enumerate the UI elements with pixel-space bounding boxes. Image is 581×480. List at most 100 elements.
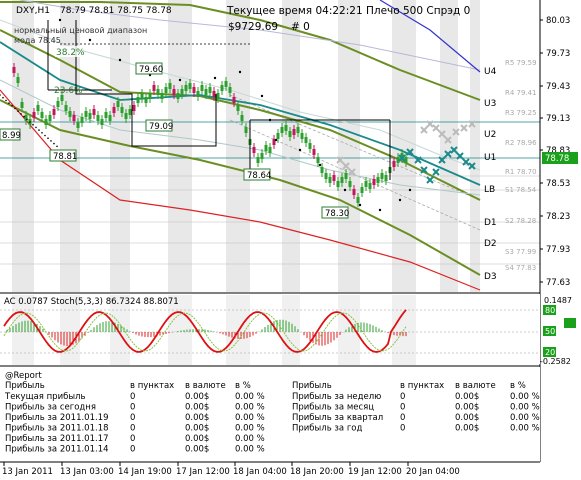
report-row-cell: Прибыль за месяц xyxy=(292,403,374,413)
svg-text:R4 79.41: R4 79.41 xyxy=(505,89,537,97)
price-axis-tick: 78.23 xyxy=(546,212,570,222)
report-row-cell: 0.00$ xyxy=(185,445,209,455)
report-row-cell: 0.00$ xyxy=(455,392,479,402)
fib-label-236: 23.6% xyxy=(54,86,83,96)
report-header-cell: в валюте xyxy=(455,381,496,391)
timer-line: Текущее время 04:22:21 Плечо 500 Спрэд 0 xyxy=(226,5,470,17)
report-row-cell: 0.00$ xyxy=(185,403,209,413)
level-d2: D2 xyxy=(484,239,497,249)
svg-text:50: 50 xyxy=(545,327,555,336)
indicator-value-marker xyxy=(564,318,576,328)
report-row-cell: 0.00 % xyxy=(235,424,265,434)
report-row-cell: 0.00$ xyxy=(455,403,479,413)
level-u3: U3 xyxy=(484,99,496,109)
balance-label: $9729.69 xyxy=(228,21,278,33)
report-row-cell: 0 xyxy=(130,434,135,444)
price-boxes xyxy=(47,20,391,180)
time-axis-tick: 13 Jan 2011 xyxy=(2,467,53,477)
report-row-cell: 0 xyxy=(400,413,405,423)
report-row-cell: 0.00$ xyxy=(185,434,209,444)
time-axis-tick: 18 Jan 04:00 xyxy=(233,467,287,477)
report-table: Прибыль в пунктах в валюте в % Текущая прибы… xyxy=(4,381,540,455)
report-row-cell: 0.00 % xyxy=(235,403,265,413)
report-row-cell: 0.00 % xyxy=(510,392,540,402)
report-row-cell: Текущая прибыль xyxy=(4,392,86,402)
level-value-labels: R5 79.59 R4 79.41 R3 79.25 R2 78.96 R1 7… xyxy=(505,59,537,272)
svg-text:S4 77.83: S4 77.83 xyxy=(505,264,536,272)
report-row-cell: 0.00 % xyxy=(235,445,265,455)
report-row-cell: Прибыль за 2011.01.14 xyxy=(5,445,109,455)
price-axis-tick: 77.93 xyxy=(546,245,570,255)
report-header-cell: Прибыль xyxy=(292,381,332,391)
fib-label-382: 38.2% xyxy=(56,48,85,58)
report-row-cell: 0.00$ xyxy=(455,413,479,423)
svg-text:-0.2582: -0.2582 xyxy=(540,357,571,366)
svg-text:S1 78.54: S1 78.54 xyxy=(505,186,537,194)
price-axis-tick: 77.63 xyxy=(546,278,570,288)
price-axis-tick: 79.43 xyxy=(546,82,570,92)
price-tag-7960: 79.60 xyxy=(139,65,163,75)
dotted-fractal-line xyxy=(0,18,412,212)
report-header-cell: в % xyxy=(510,381,526,391)
price-tags: 79.60 79.09 78.81 78.64 78.30 8.99 xyxy=(0,62,349,219)
report-row-cell: 0 xyxy=(130,424,135,434)
report-row-cell: 0.00$ xyxy=(185,413,209,423)
current-price-label: 78.78 xyxy=(545,154,569,164)
report-row-cell: 0 xyxy=(400,392,405,402)
report-row-cell: 0.00 % xyxy=(510,424,540,434)
indicator-title: AC 0.0787 Stoch(5,3,3) 86.7324 88.8071 xyxy=(4,297,179,307)
indicator-axis: 0.1487 80 50 20 -0.2582 xyxy=(540,296,572,366)
report-row-cell: 0 xyxy=(130,445,135,455)
price-tag-7909: 79.09 xyxy=(149,122,173,132)
level-u1: U1 xyxy=(484,153,496,163)
time-axis-tick: 17 Jan 12:00 xyxy=(176,467,230,477)
mark-label: # 0 xyxy=(291,21,310,33)
channel-title: нормальный ценовой диапазон xyxy=(14,26,147,35)
svg-text:R2 78.96: R2 78.96 xyxy=(505,139,537,147)
projection-crosses xyxy=(336,120,476,184)
level-d3: D3 xyxy=(484,272,497,282)
report-row-cell: Прибыль за год xyxy=(292,424,363,434)
report-header-cell: в % xyxy=(235,381,251,391)
symbol-label: DXY,H1 xyxy=(16,6,50,16)
price-axis-tick: 78.83 xyxy=(546,146,570,156)
price-axis-tick: 79.13 xyxy=(546,114,570,124)
time-axis[interactable]: 13 Jan 2011 13 Jan 03:00 14 Jan 19:00 17 Ja… xyxy=(2,462,460,477)
indicator-pane[interactable] xyxy=(0,294,540,364)
report-row-cell: Прибыль за квартал xyxy=(292,413,383,423)
time-axis-tick: 14 Jan 19:00 xyxy=(118,467,172,477)
level-u2: U2 xyxy=(484,130,496,140)
report-row-cell: 0 xyxy=(130,392,135,402)
price-tag-7881: 78.81 xyxy=(53,152,77,162)
time-axis-tick: 20 Jan 04:00 xyxy=(406,467,460,477)
price-tag-899: 8.99 xyxy=(2,131,21,141)
report-row-cell: 0 xyxy=(400,403,405,413)
report-header-cell: в валюте xyxy=(185,381,226,391)
report-row-cell: 0.00$ xyxy=(185,424,209,434)
price-tag-7864: 78.64 xyxy=(247,171,271,181)
report-title: @Report xyxy=(5,371,42,381)
time-axis-tick: 19 Jan 12:00 xyxy=(348,467,402,477)
report-row-cell: 0.00$ xyxy=(185,392,209,402)
report-row-cell: Прибыль за сегодня xyxy=(5,403,96,413)
report-row-cell: 0.00 % xyxy=(510,413,540,423)
svg-text:R3 79.25: R3 79.25 xyxy=(505,109,537,117)
report-row-cell: 0.00 % xyxy=(235,392,265,402)
time-axis-tick: 18 Jan 20:00 xyxy=(290,467,344,477)
price-axis[interactable]: 80.03 79.73 79.43 79.13 78.83 78.53 78.23 77.93… xyxy=(540,16,570,288)
svg-text:20: 20 xyxy=(545,348,555,357)
report-row-cell: 0 xyxy=(130,413,135,423)
report-row-cell: 0.00 % xyxy=(235,413,265,423)
level-lb: LB xyxy=(484,185,495,195)
price-axis-tick: 80.03 xyxy=(546,16,570,26)
stoch-signal-line xyxy=(3,312,407,352)
report-row-cell: 0.00$ xyxy=(455,424,479,434)
report-header-cell: Прибыль xyxy=(5,381,45,391)
svg-text:R1 78.70: R1 78.70 xyxy=(505,168,537,176)
time-axis-tick: 13 Jan 03:00 xyxy=(60,467,114,477)
report-pane xyxy=(0,367,540,462)
report-row-cell: Прибыль за 2011.01.18 xyxy=(5,424,109,434)
price-axis-tick: 78.53 xyxy=(546,179,570,189)
